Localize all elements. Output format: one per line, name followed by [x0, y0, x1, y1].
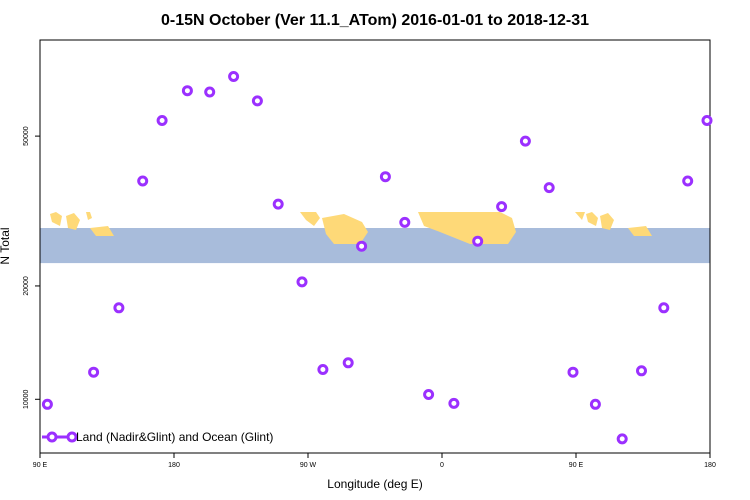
- data-point: [251, 95, 263, 107]
- land-borneo: [66, 213, 80, 230]
- x-tick-label: 180: [168, 462, 180, 469]
- data-point: [181, 85, 193, 97]
- land-sumatra: [50, 212, 62, 226]
- land-philippines: [86, 212, 92, 220]
- chart-title: 0-15N October (Ver 11.1_ATom) 2016-01-01…: [161, 12, 589, 29]
- data-point: [589, 398, 601, 410]
- data-point: [204, 86, 216, 98]
- data-point: [41, 398, 53, 410]
- y-tick-label: 50000: [23, 126, 30, 146]
- data-point: [658, 302, 670, 314]
- x-tick-label: 90 E: [33, 462, 48, 469]
- legend-marker-left: [46, 431, 58, 443]
- land-south-america: [322, 214, 368, 244]
- x-tick-label: 90 W: [300, 462, 317, 469]
- land-new-guinea-2: [628, 226, 652, 236]
- land-new-guinea: [90, 226, 114, 236]
- data-point: [137, 175, 149, 187]
- data-point: [296, 276, 308, 288]
- x-axis-ticks: 90 E 180 90 W 0 90 E 180: [33, 453, 716, 469]
- data-point: [342, 357, 354, 369]
- x-tick-label: 0: [440, 462, 444, 469]
- data-point: [317, 364, 329, 375]
- data-point: [567, 366, 579, 378]
- x-axis-label: Longitude (deg E): [327, 477, 422, 491]
- data-point: [228, 71, 240, 82]
- data-points: [41, 71, 713, 445]
- world-map-band: [40, 212, 710, 264]
- y-axis-label: N Total: [0, 227, 12, 264]
- y-tick-label: 20000: [23, 276, 30, 296]
- y-tick-label: 10000: [23, 389, 30, 409]
- data-point: [682, 175, 694, 187]
- data-point: [156, 115, 168, 126]
- legend-marker-right: [66, 431, 78, 443]
- data-point: [701, 115, 713, 126]
- legend-label: Land (Nadir&Glint) and Ocean (Glint): [76, 430, 273, 444]
- y-axis-ticks: 10000 20000 50000: [23, 126, 40, 409]
- data-point: [616, 433, 628, 445]
- land-borneo-2: [600, 213, 614, 230]
- data-point: [496, 201, 508, 213]
- x-tick-label: 90 E: [569, 462, 584, 469]
- data-point: [543, 182, 555, 194]
- land-west-africa: [418, 212, 516, 244]
- data-point: [636, 365, 647, 377]
- data-point: [272, 198, 284, 210]
- data-point: [113, 302, 125, 314]
- data-point: [88, 366, 100, 378]
- data-point: [379, 171, 391, 183]
- ocean-area: [40, 228, 710, 264]
- land-india-tip: [575, 212, 585, 220]
- data-point: [423, 389, 435, 400]
- land-central-america: [300, 212, 320, 226]
- x-tick-label: 180: [704, 462, 716, 469]
- land-masses: [50, 212, 652, 244]
- legend: Land (Nadir&Glint) and Ocean (Glint): [42, 430, 273, 444]
- data-point: [448, 397, 460, 409]
- data-point: [472, 235, 484, 247]
- data-point: [519, 135, 531, 147]
- land-sumatra-2: [586, 212, 598, 226]
- data-point: [356, 240, 368, 252]
- data-point: [399, 216, 411, 228]
- plot-frame: [39, 39, 711, 454]
